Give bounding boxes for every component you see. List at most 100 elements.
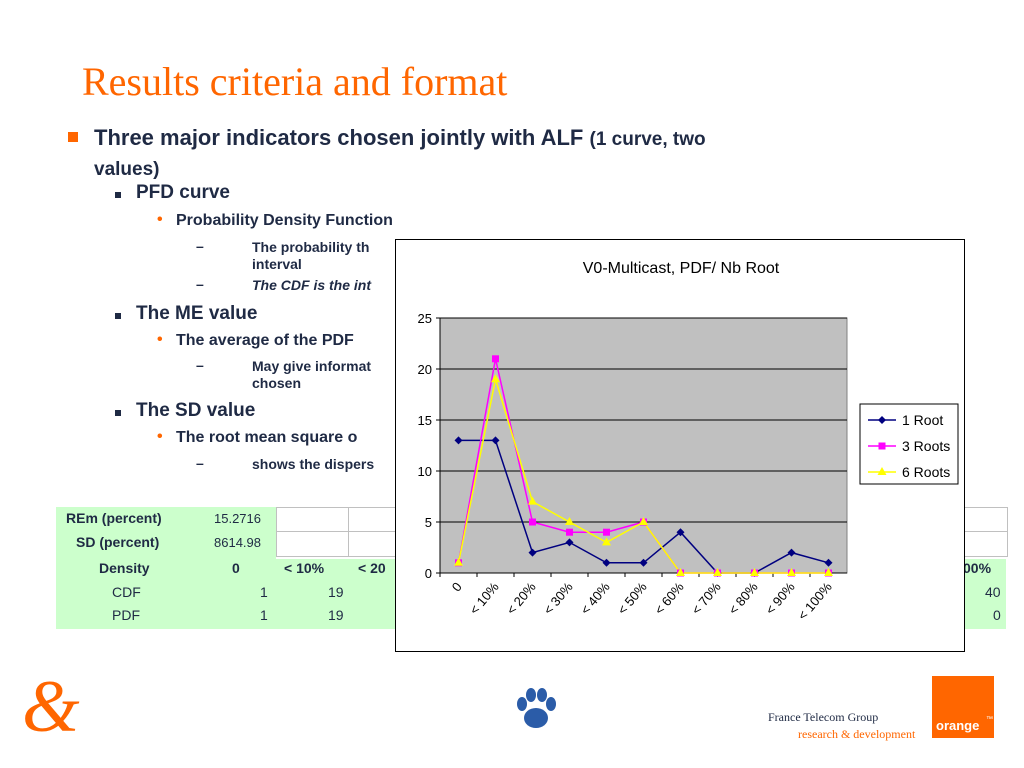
table-cell: 15.2716 — [214, 511, 261, 526]
bullet-small-square — [115, 313, 121, 319]
x-tick-label: < 100% — [795, 579, 835, 623]
x-tick-label: < 50% — [614, 579, 650, 617]
table-green-left — [56, 507, 276, 629]
data-point — [878, 442, 886, 450]
bullet-dot: • — [157, 331, 163, 348]
x-tick-label: < 40% — [577, 579, 613, 617]
table-cell: 19 — [328, 607, 344, 623]
legend-label: 3 Roots — [902, 438, 950, 454]
footer-division: research & development — [798, 727, 916, 741]
table-cell: 0 — [993, 607, 1001, 623]
x-tick-label: < 60% — [651, 579, 687, 617]
bullet-small-square — [115, 192, 121, 198]
data-point — [491, 374, 500, 383]
me-detail-line2: chosen — [252, 375, 302, 391]
orange-logo-tm: ™ — [986, 716, 993, 723]
pfd-detail-1-line1: The probability th — [252, 239, 370, 255]
paw-icon — [514, 686, 558, 737]
y-tick-label: 20 — [418, 362, 432, 377]
x-tick-label: < 30% — [540, 579, 576, 617]
data-point — [824, 558, 833, 567]
data-point — [603, 528, 610, 536]
legend-label: 6 Roots — [902, 464, 950, 480]
dash: – — [196, 357, 204, 373]
data-point — [750, 568, 759, 576]
table-cell: 40 — [985, 584, 1001, 600]
data-point — [787, 568, 796, 576]
data-point — [528, 548, 537, 557]
x-tick-label: < 10% — [466, 579, 502, 617]
x-tick-label: < 80% — [725, 579, 761, 617]
table-empty-cell — [276, 531, 350, 557]
orange-logo-text: orange — [936, 718, 980, 733]
pfd-label: PFD curve — [136, 182, 230, 203]
pfd-detail-2: The CDF is the int — [252, 277, 371, 293]
bullet-dot: • — [157, 428, 163, 445]
table-cell: 00% — [963, 560, 992, 576]
pfd-detail-1-line2: interval — [252, 256, 302, 272]
bullet-main-paren: (1 curve, two — [589, 129, 706, 150]
x-tick-label: < 90% — [762, 579, 798, 617]
table-row-label: CDF — [112, 584, 141, 600]
data-point — [602, 558, 611, 567]
x-tick-label: < 70% — [688, 579, 724, 617]
data-point — [787, 548, 796, 557]
legend-label: 1 Root — [902, 412, 943, 428]
footer-company: France Telecom Group — [768, 710, 879, 724]
y-tick-label: 0 — [425, 566, 432, 581]
table-cell: < 20 — [358, 560, 386, 576]
x-tick-label: 0 — [449, 579, 465, 594]
bullet-main-text: Three major indicators chosen jointly wi… — [94, 125, 584, 150]
y-tick-label: 25 — [418, 311, 432, 326]
data-point — [529, 518, 536, 526]
dash: – — [196, 455, 204, 471]
france-telecom-logo: & — [22, 670, 92, 744]
sd-sub: The root mean square o — [176, 429, 358, 446]
page-title: Results criteria and format — [82, 59, 508, 104]
dash: – — [196, 276, 204, 292]
table-row-label: PDF — [112, 607, 140, 623]
table-cell: < 10% — [284, 560, 325, 576]
chart-title: V0-Multicast, PDF/ Nb Root — [583, 260, 780, 277]
me-detail-line1: May give informat — [252, 358, 372, 374]
me-label: The ME value — [136, 303, 258, 324]
y-tick-label: 5 — [425, 515, 432, 530]
bullet-dot: • — [157, 211, 163, 228]
sd-label: The SD value — [136, 400, 256, 421]
pfd-detail-1: The probability th interval — [252, 239, 369, 273]
table-cell: 1 — [260, 607, 268, 623]
data-point — [454, 436, 463, 445]
x-tick-label: < 20% — [503, 579, 539, 617]
table-cell: 19 — [328, 584, 344, 600]
table-row-label: REm (percent) — [66, 510, 162, 526]
table-row-label: Density — [99, 560, 150, 576]
dash: – — [196, 238, 204, 254]
data-point — [877, 467, 887, 475]
data-point — [491, 436, 500, 445]
bullet-main: Three major indicators chosen jointly wi… — [94, 124, 894, 184]
y-tick-label: 10 — [418, 464, 432, 479]
table-empty-cell — [276, 507, 350, 533]
data-point — [878, 416, 886, 424]
y-tick-label: 15 — [418, 413, 432, 428]
data-point — [602, 537, 611, 546]
me-sub: The average of the PDF — [176, 332, 354, 349]
data-point — [639, 558, 648, 567]
orange-logo: orange ™ — [932, 676, 994, 738]
plot-area — [439, 317, 848, 574]
table-row-label: SD (percent) — [76, 534, 160, 550]
table-cell: 1 — [260, 584, 268, 600]
legend-box — [859, 403, 959, 485]
data-point — [528, 496, 537, 505]
sd-detail: shows the dispers — [252, 456, 375, 472]
data-point — [566, 528, 573, 536]
chart-container: V0-Multicast, PDF/ Nb Root 0 5 10 15 20 25 0 < … — [395, 239, 965, 652]
bullet-square — [68, 132, 78, 142]
data-point — [824, 568, 833, 576]
me-detail: May give informat chosen — [252, 358, 371, 392]
pfd-sub: Probability Density Function — [176, 212, 393, 229]
data-point — [565, 517, 574, 525]
data-point — [492, 355, 499, 363]
data-point — [676, 568, 685, 576]
